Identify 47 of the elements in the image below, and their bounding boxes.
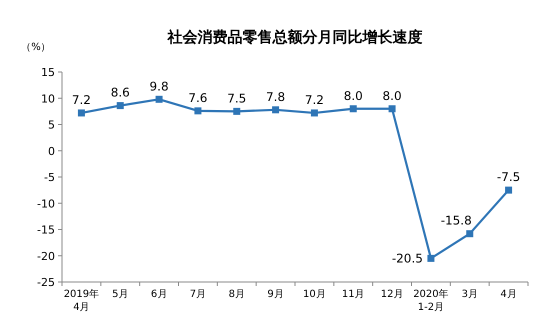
y-tick-label: 15: [41, 66, 55, 79]
x-tick-label: 8月: [228, 289, 245, 300]
point: [194, 107, 202, 114]
x-tick-label: 11月: [342, 289, 365, 300]
y-tick-label: 0: [48, 144, 55, 158]
point: [233, 108, 240, 115]
y-tick-label: 5: [48, 118, 55, 132]
x-tick-label: 6月: [150, 289, 168, 300]
y-tick-label: -10: [37, 197, 55, 210]
y-tick-label: 10: [41, 92, 55, 106]
x-tick-label: 5月: [112, 289, 128, 300]
y-axis-title: （%）: [21, 42, 51, 53]
y-tick-label: -20: [37, 250, 55, 263]
x-tick-label: 10月: [303, 289, 326, 300]
data-label: -15.8: [440, 214, 472, 228]
y-tick-label: -5: [44, 171, 55, 184]
point: [272, 106, 280, 114]
point: [310, 109, 318, 116]
x-tick-label: 3月: [462, 289, 478, 300]
data-label: -7.5: [496, 170, 520, 184]
point: [388, 105, 396, 112]
data-label: 9.8: [150, 79, 169, 94]
point: [427, 254, 434, 262]
x-tick-label: 9月: [267, 289, 284, 300]
x-tick-label: 7月: [190, 289, 206, 300]
point: [350, 105, 357, 112]
data-label: 7.6: [188, 90, 208, 105]
data-label: 7.2: [304, 92, 324, 107]
y-tick-label: -15: [37, 224, 55, 236]
x-tick-label: 2020年 1-2月: [413, 288, 449, 313]
data-label: 8.0: [382, 88, 402, 103]
point: [505, 186, 512, 194]
data-label: 7.5: [227, 91, 246, 106]
point: [156, 96, 163, 103]
x-tick-label: 2019年 4月: [64, 288, 100, 313]
x-tick-label: 12月: [380, 289, 404, 300]
x-tick-label: 4月: [500, 289, 517, 300]
data-label: 8.6: [110, 86, 130, 100]
data-label: -20.5: [392, 251, 423, 266]
chart-title: 社会消费品零售总额分月同比增长速度: [166, 28, 422, 46]
point: [466, 230, 474, 238]
data-label: 7.8: [266, 90, 286, 104]
data-label: 8.0: [344, 88, 363, 103]
y-tick-label: -25: [37, 276, 55, 289]
point: [116, 102, 124, 110]
point: [78, 109, 85, 116]
data-label: 7.2: [72, 92, 91, 107]
